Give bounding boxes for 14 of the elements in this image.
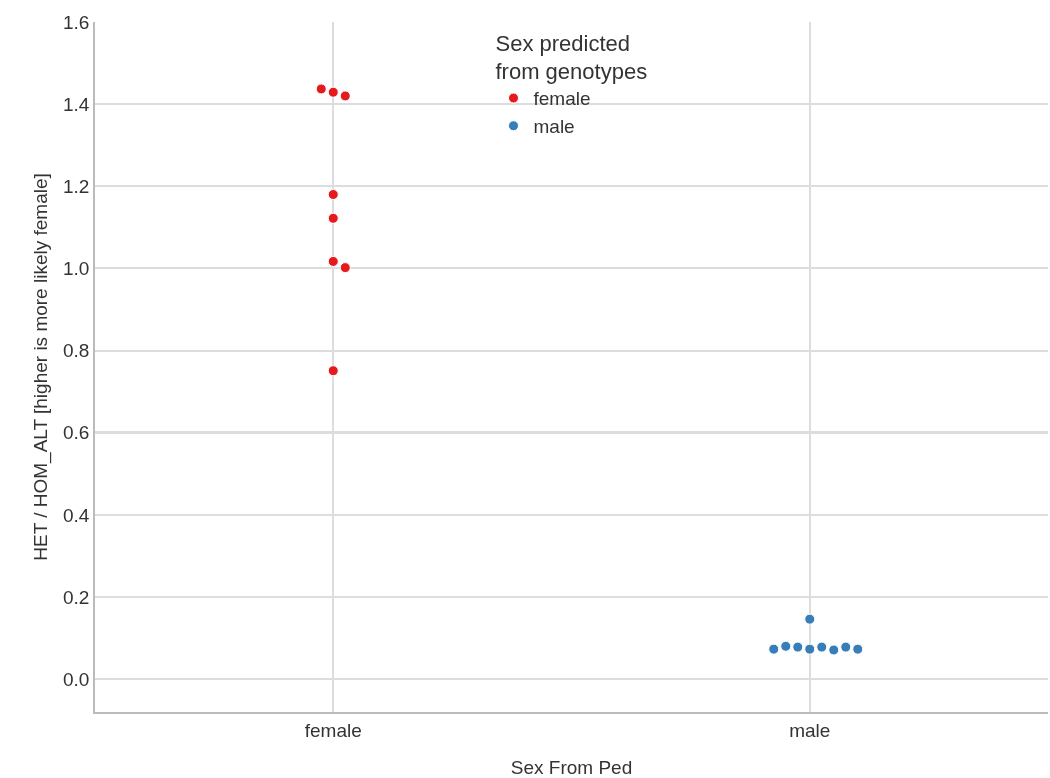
x-axis-title: Sex From Ped xyxy=(510,757,633,778)
y-axis-title: HET / HOM_ALT [higher is more likely female] xyxy=(29,173,52,561)
y-tick-label: 0.8 xyxy=(63,340,90,362)
y-tick-label: 0.2 xyxy=(63,586,90,608)
y-tick-label: 0.4 xyxy=(63,504,90,526)
y-tick-label: 1.0 xyxy=(63,258,90,280)
legend-label: female xyxy=(533,88,591,110)
legend-title: Sex predicted from genotypes xyxy=(495,30,648,85)
y-tick-label: 0.6 xyxy=(63,422,90,444)
y-tick-label: 1.2 xyxy=(63,175,90,197)
y-tick-label: 0.0 xyxy=(63,668,90,690)
y-tick-label: 1.6 xyxy=(63,11,90,33)
y-tick-label: 1.4 xyxy=(63,93,90,115)
legend-label: male xyxy=(533,116,575,138)
